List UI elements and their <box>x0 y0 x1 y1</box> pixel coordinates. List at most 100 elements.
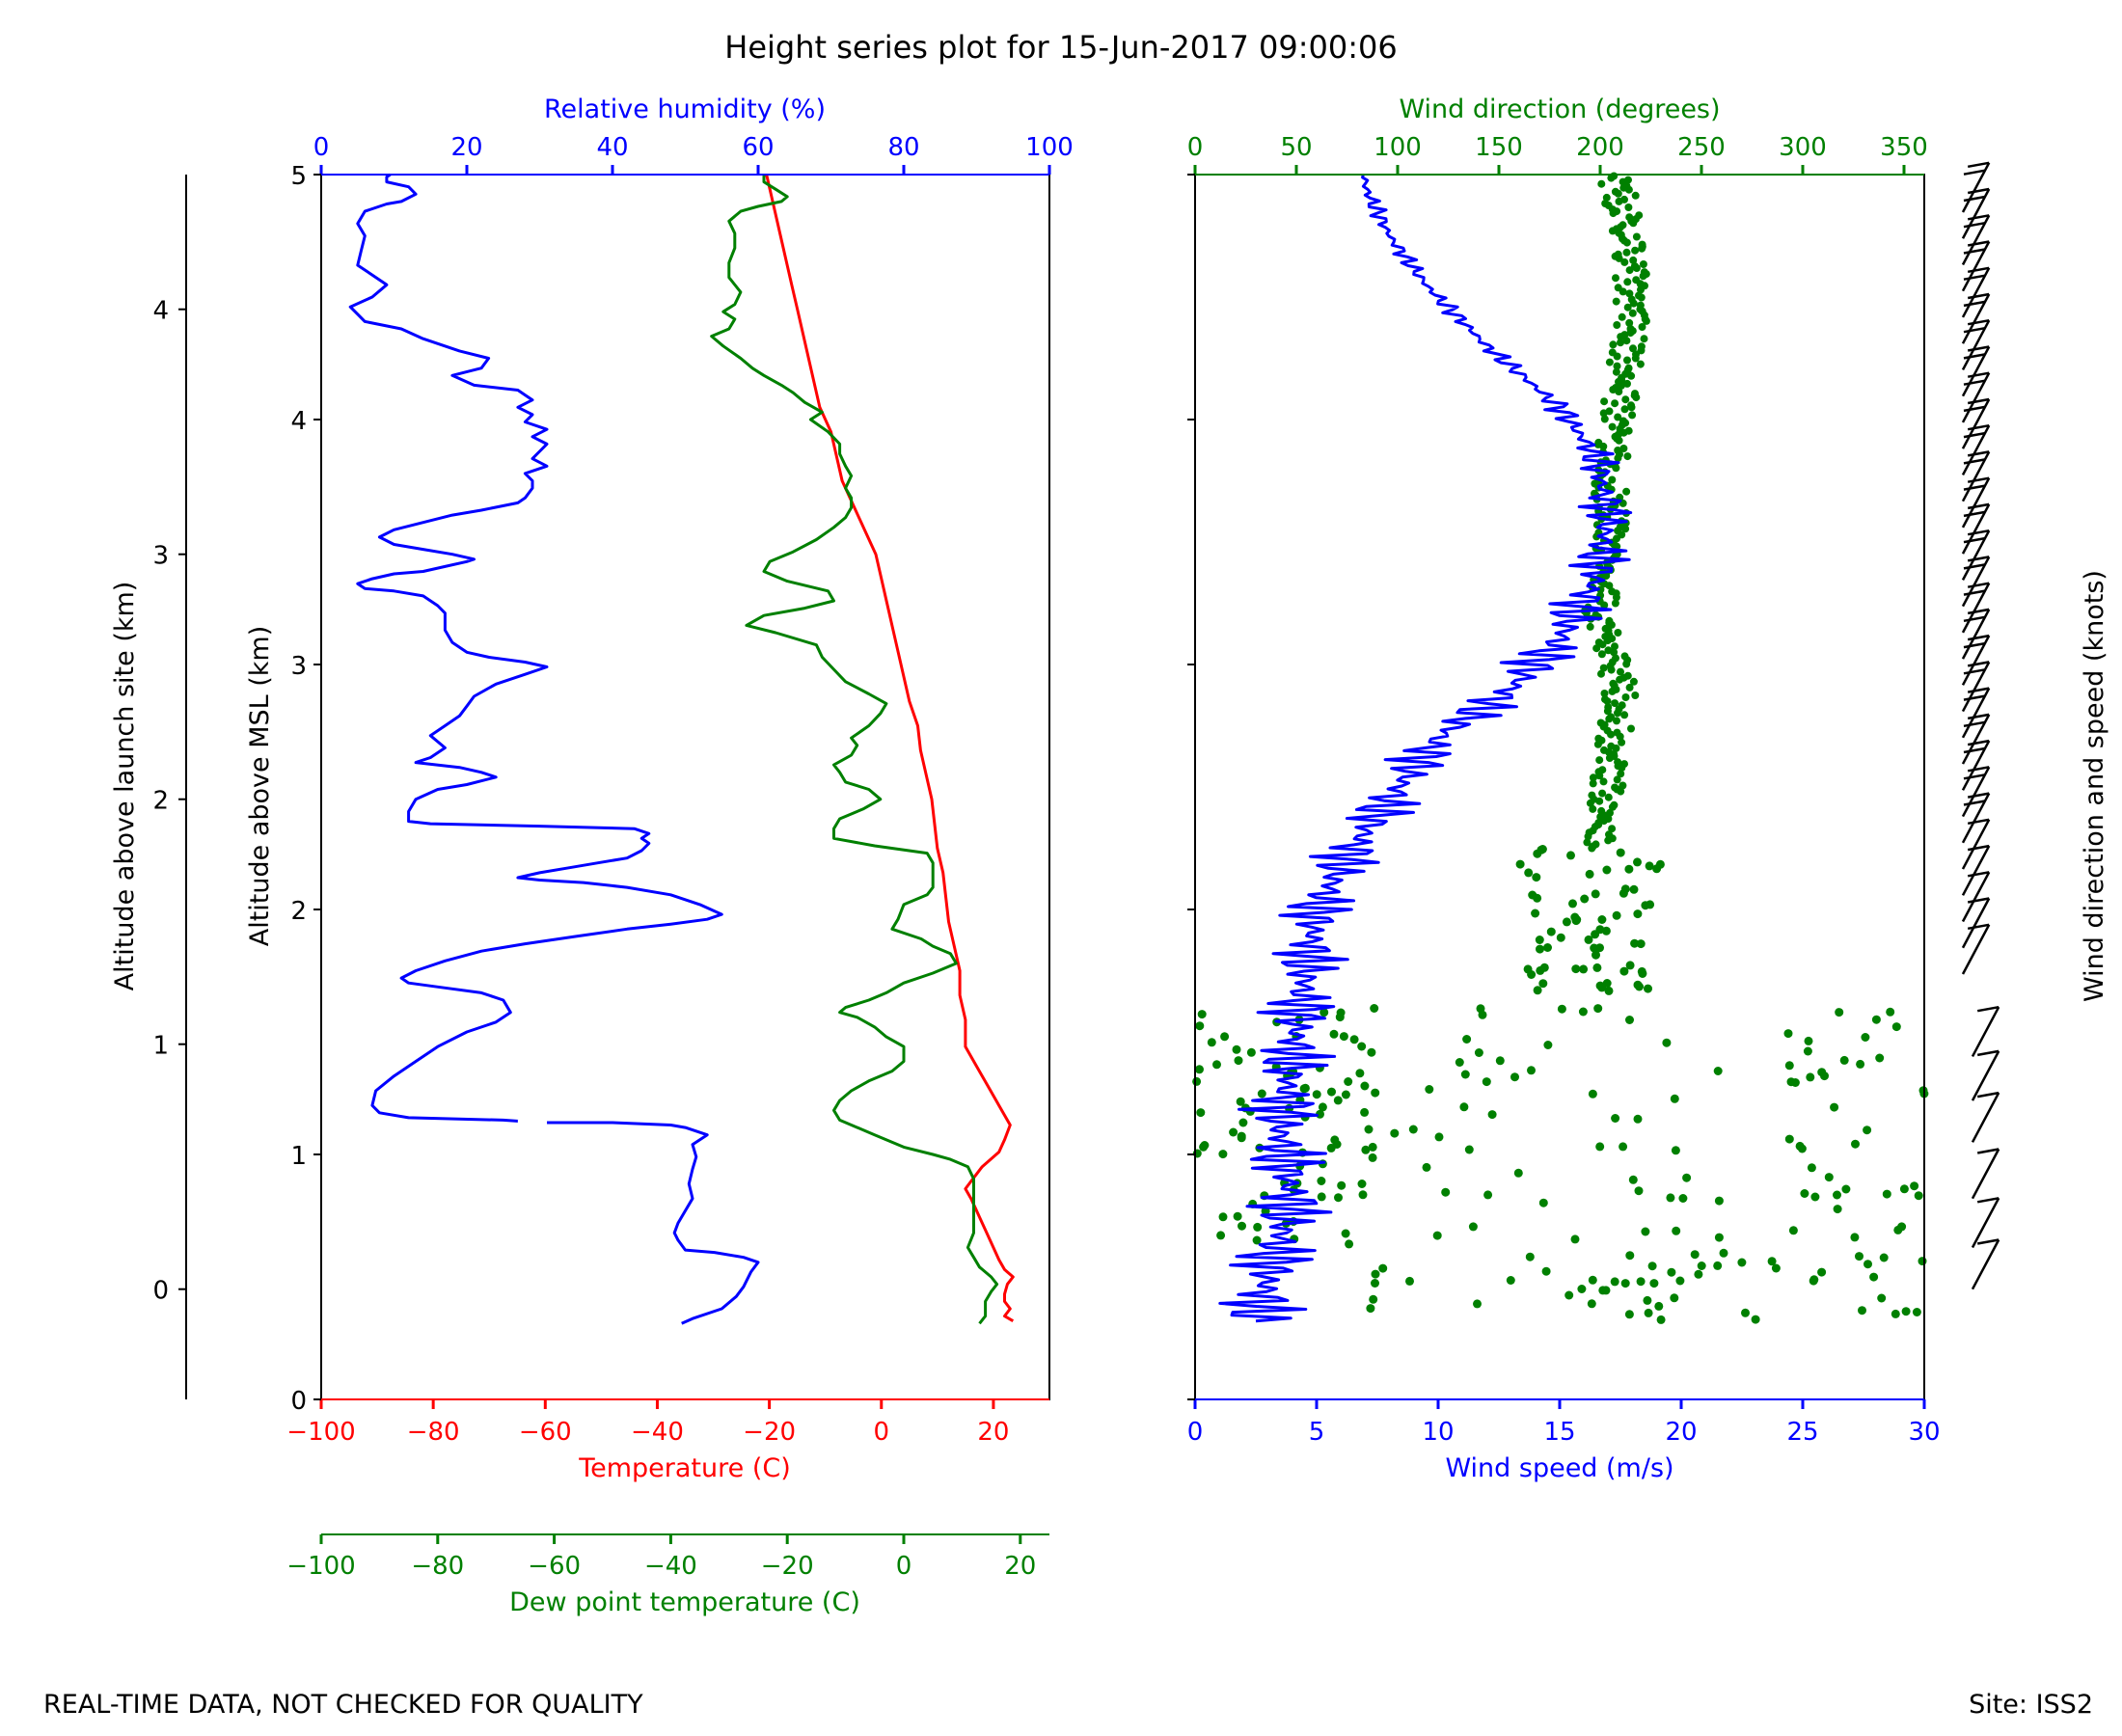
wind-direction-point <box>1623 379 1631 388</box>
wind-direction-point <box>1636 301 1645 310</box>
wind-direction-tick-label: 300 <box>1779 133 1827 162</box>
wind-direction-point <box>1608 825 1617 833</box>
wind-direction-point <box>1617 770 1625 778</box>
wind-direction-point <box>1612 654 1619 663</box>
wind-direction-point <box>1619 781 1627 790</box>
wind-direction-point <box>1678 1194 1688 1203</box>
wind-direction-point <box>1649 1279 1659 1288</box>
wind-direction-point <box>1625 1251 1635 1261</box>
wind-direction-point <box>1195 1021 1205 1031</box>
wind-direction-point <box>1605 830 1613 839</box>
wind-direction-point <box>1583 838 1592 847</box>
wind-direction-point <box>1584 935 1593 944</box>
wind-direction-point <box>1460 1070 1470 1079</box>
wind-barb <box>1971 1238 2000 1290</box>
wind-direction-point <box>1536 944 1544 954</box>
barb-staff <box>1961 503 1991 555</box>
wind-direction-point <box>1200 1141 1210 1150</box>
wind-direction-point <box>1371 1269 1380 1279</box>
wind-barb <box>1961 214 1991 266</box>
wind-speed-tick-label: 15 <box>1543 1418 1575 1447</box>
series-line-relative-humidity <box>348 173 760 1325</box>
barb-staff <box>1961 819 1991 870</box>
wind-direction-point <box>1622 248 1631 257</box>
msl-axis-label: Altitude above MSL (km) <box>245 626 275 947</box>
wind-direction-point <box>1580 894 1590 904</box>
wind-direction-point <box>1714 1196 1724 1206</box>
wind-direction-point <box>1578 1007 1588 1017</box>
barb-flag <box>1967 161 1990 169</box>
barb-staff <box>1971 1197 2000 1249</box>
wind-direction-point <box>1196 1108 1206 1118</box>
wind-direction-point <box>1830 1102 1839 1112</box>
barb-staff <box>1961 766 1991 818</box>
wind-direction-point <box>1645 861 1654 871</box>
wind-direction-point <box>1623 356 1631 365</box>
barb-staff <box>1961 162 1991 213</box>
wind-barb <box>1961 450 1991 502</box>
wind-direction-point <box>1600 690 1609 697</box>
wind-direction-point <box>1631 191 1640 200</box>
wind-direction-point <box>1613 321 1621 329</box>
wind-barb <box>1961 687 1991 739</box>
wind-direction-point <box>1361 1145 1371 1154</box>
wind-direction-point <box>1644 1308 1653 1317</box>
wind-direction-point <box>1592 963 1602 972</box>
wind-direction-point <box>1468 1222 1478 1232</box>
temperature-axis-label: Temperature (C) <box>578 1453 791 1483</box>
wind-direction-point <box>1483 1190 1493 1200</box>
dewpoint-tick-label: −100 <box>286 1552 355 1581</box>
wind-direction-point <box>1329 1029 1339 1039</box>
wind-direction-point <box>1594 438 1603 447</box>
wind-direction-point <box>1641 1227 1650 1236</box>
barb-flag <box>1967 608 1990 615</box>
wind-direction-point <box>1694 1269 1703 1279</box>
wind-direction-point <box>1232 1044 1241 1054</box>
wind-direction-point <box>1252 1235 1262 1245</box>
wind-direction-point <box>1600 746 1608 754</box>
barb-staff <box>1961 793 1991 844</box>
rh-tick-label: 40 <box>596 133 628 162</box>
wind-direction-point <box>1591 889 1600 899</box>
wind-speed-tick-label: 20 <box>1665 1418 1697 1447</box>
wind-direction-point <box>1605 358 1614 366</box>
wind-direction-point <box>1337 1180 1347 1190</box>
wind-direction-point <box>1622 337 1631 345</box>
wind-direction-point <box>1586 622 1594 631</box>
wind-direction-tick-label: 50 <box>1280 133 1312 162</box>
wind-direction-point <box>1562 917 1571 927</box>
wind-direction-point <box>1623 671 1632 680</box>
wind-direction-point <box>1513 1168 1523 1178</box>
wind-direction-point <box>1604 646 1613 655</box>
wind-direction-point <box>1616 523 1624 531</box>
barb-flag <box>1963 458 1986 465</box>
wind-direction-point <box>1620 195 1628 203</box>
barb-staff <box>1961 424 1991 476</box>
wind-direction-point <box>1863 1126 1872 1135</box>
barb-flag <box>1963 668 1986 675</box>
wind-direction-point <box>1462 1035 1472 1044</box>
wind-direction-point <box>1592 950 1600 960</box>
wind-direction-point <box>1784 1061 1794 1071</box>
wind-direction-point <box>1600 397 1609 406</box>
barb-flag <box>1967 371 1990 378</box>
wind-direction-point <box>1620 258 1629 266</box>
wind-direction-point <box>1616 848 1625 857</box>
rh-axis-label: Relative humidity (%) <box>544 95 826 124</box>
barb-staff <box>1961 240 1991 292</box>
wind-direction-point <box>1594 638 1603 647</box>
barb-staff <box>1961 556 1991 608</box>
wind-direction-point <box>1633 980 1643 990</box>
barb-staff <box>1961 398 1991 449</box>
wind-direction-point <box>1614 447 1622 454</box>
wind-direction-point <box>1804 1036 1813 1045</box>
barb-staff <box>1961 267 1991 318</box>
wind-direction-point <box>1629 256 1638 264</box>
wind-direction-point <box>1636 360 1645 368</box>
barb-flag <box>1976 1049 2000 1057</box>
wind-direction-point <box>1257 1089 1266 1099</box>
wind-direction-tick-label: 350 <box>1880 133 1928 162</box>
wind-direction-point <box>1607 742 1616 750</box>
wind-direction-point <box>1612 274 1619 283</box>
wind-direction-point <box>1628 309 1637 317</box>
